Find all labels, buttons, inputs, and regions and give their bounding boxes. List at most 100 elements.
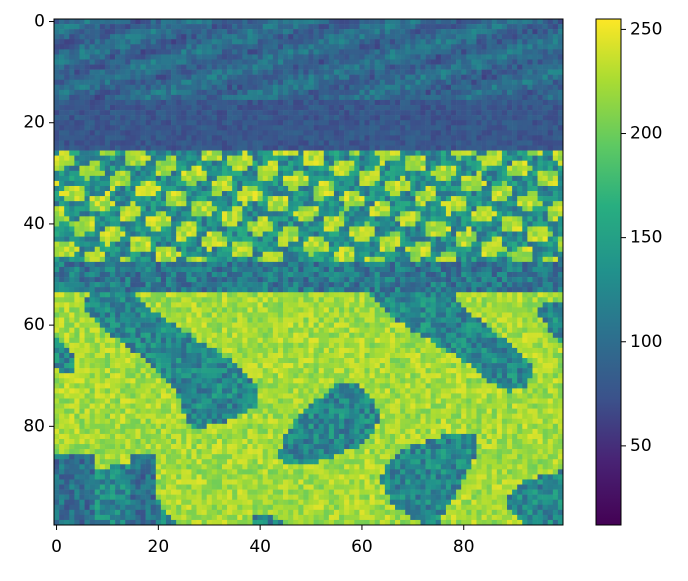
heatmap-cell [105,176,110,181]
heatmap-cell [197,181,202,186]
heatmap-cell [115,181,120,186]
heatmap-cell [420,80,425,85]
heatmap-cell [151,221,156,226]
heatmap-cell [222,49,227,54]
heatmap-cell [156,105,161,110]
heatmap-cell [268,232,273,237]
heatmap-cell [385,176,390,181]
heatmap-cell [364,65,369,70]
heatmap-cell [410,221,415,226]
heatmap-cell [451,34,456,39]
heatmap-cell [527,115,532,120]
heatmap-cell [278,39,283,44]
heatmap-cell [507,115,512,120]
heatmap-cell [288,54,293,59]
heatmap-cell [197,19,202,24]
heatmap-cell [212,191,217,196]
heatmap-cell [441,171,446,176]
heatmap-cell [222,24,227,29]
heatmap-cell [110,140,115,145]
heatmap-cell [237,226,242,231]
heatmap-cell [364,191,369,196]
heatmap-cell [74,201,79,206]
heatmap-cell [181,105,186,110]
heatmap-cell [415,90,420,95]
heatmap-cell [441,85,446,90]
heatmap-cell [90,110,95,115]
heatmap-cell [492,110,497,115]
heatmap-cell [197,54,202,59]
heatmap-cell [217,130,222,135]
heatmap-cell [380,39,385,44]
heatmap-cell [380,191,385,196]
heatmap-cell [278,19,283,24]
heatmap-cell [298,232,303,237]
heatmap-cell [146,110,151,115]
heatmap-cell [242,54,247,59]
heatmap-cell [197,29,202,34]
heatmap-cell [390,151,395,156]
heatmap-cell [405,191,410,196]
heatmap-cell [278,24,283,29]
heatmap-cell [298,262,303,267]
heatmap-cell [95,65,100,70]
heatmap-cell [507,130,512,135]
heatmap-cell [309,75,314,80]
heatmap-cell [222,237,227,242]
heatmap-cell [502,146,507,151]
heatmap-cell [212,75,217,80]
heatmap-cell [553,85,558,90]
heatmap-cell [207,75,212,80]
heatmap-cell [85,146,90,151]
heatmap-cell [395,216,400,221]
heatmap-cell [334,232,339,237]
heatmap-cell [54,161,59,166]
heatmap-cell [263,171,268,176]
heatmap-cell [451,206,456,211]
heatmap-cell [130,196,135,201]
heatmap-cell [548,146,553,151]
heatmap-cell [130,226,135,231]
heatmap-cell [441,135,446,140]
heatmap-cell [431,186,436,191]
heatmap-cell [54,105,59,110]
heatmap-cell [492,44,497,49]
heatmap-cell [517,252,522,257]
heatmap-cell [329,39,334,44]
heatmap-cell [451,120,456,125]
heatmap-cell [370,90,375,95]
heatmap-cell [538,176,543,181]
heatmap-cell [548,216,553,221]
heatmap-cell [186,216,191,221]
heatmap-cell [54,34,59,39]
heatmap-cell [385,115,390,120]
heatmap-cell [497,211,502,216]
heatmap-cell [161,206,166,211]
heatmap-cell [359,120,364,125]
heatmap-cell [95,80,100,85]
heatmap-cell [446,39,451,44]
heatmap-cell [543,216,548,221]
heatmap-cell [410,80,415,85]
heatmap-cell [426,226,431,231]
heatmap-cell [522,115,527,120]
heatmap-cell [268,267,273,272]
heatmap-cell [482,95,487,100]
heatmap-cell [288,166,293,171]
heatmap-cell [258,156,263,161]
heatmap-cell [380,267,385,272]
heatmap-cell [217,24,222,29]
heatmap-cell [161,267,166,272]
heatmap-cell [293,49,298,54]
heatmap-cell [59,140,64,145]
heatmap-cell [426,24,431,29]
heatmap-cell [400,191,405,196]
heatmap-cell [364,125,369,130]
heatmap-cell [125,54,130,59]
heatmap-cell [517,65,522,70]
heatmap-cell [375,166,380,171]
heatmap-cell [527,237,532,242]
heatmap-cell [364,226,369,231]
heatmap-cell [202,120,207,125]
heatmap-cell [202,186,207,191]
